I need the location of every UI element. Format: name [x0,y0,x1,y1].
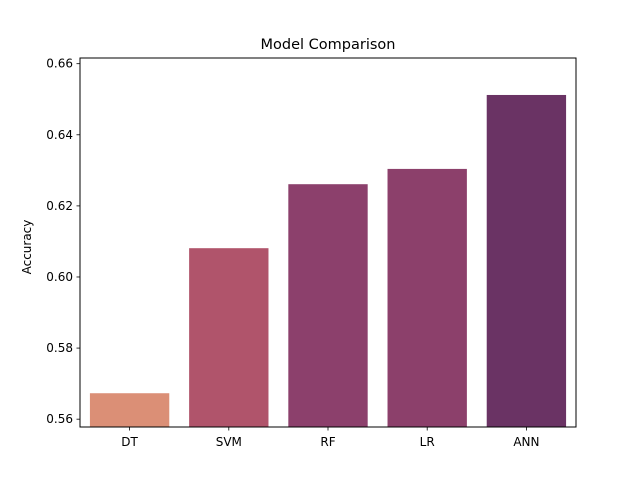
bar-dt [89,393,170,427]
y-tick-label: 0.56 [46,412,73,426]
x-tick-label: RF [320,435,335,449]
bar-svm [189,248,269,427]
y-tick-label: 0.62 [46,199,73,213]
y-tick-label: 0.66 [46,57,73,71]
bar-lr [387,168,467,427]
x-tick-label: ANN [513,435,539,449]
x-axis-ticks: DT SVM RF LR ANN [121,427,539,449]
y-axis-label: Accuracy [20,220,34,275]
bar-ann [486,94,567,427]
bar-rf [288,184,368,427]
x-tick-label: DT [121,435,138,449]
plot-frame [79,57,577,428]
y-tick-label: 0.64 [46,128,73,142]
bars-group [89,94,567,427]
y-tick-label: 0.60 [46,270,73,284]
y-axis-ticks: 0.56 0.58 0.60 0.62 0.64 0.66 [46,57,80,426]
y-tick-label: 0.58 [46,341,73,355]
chart-title: Model Comparison [261,37,396,53]
x-tick-label: SVM [216,435,242,449]
x-tick-label: LR [420,435,435,449]
